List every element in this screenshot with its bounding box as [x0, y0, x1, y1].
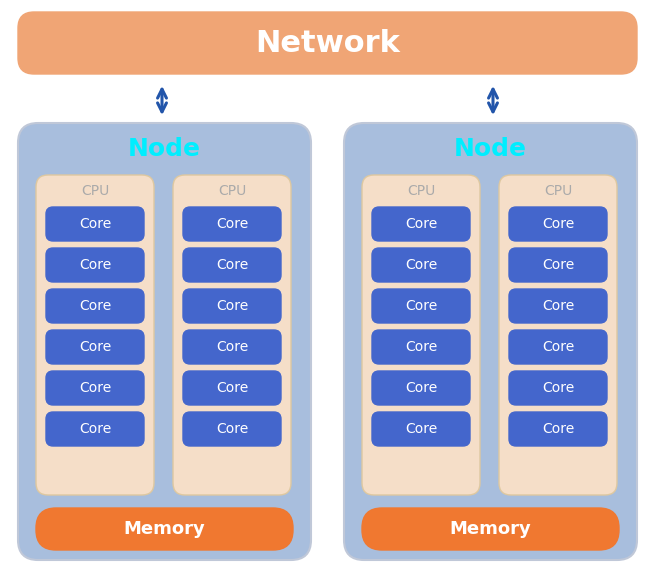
FancyBboxPatch shape: [46, 371, 144, 405]
Text: Core: Core: [79, 422, 111, 436]
FancyBboxPatch shape: [183, 371, 281, 405]
FancyBboxPatch shape: [372, 330, 470, 364]
FancyBboxPatch shape: [46, 412, 144, 446]
Text: Core: Core: [216, 299, 248, 313]
FancyBboxPatch shape: [509, 207, 607, 241]
FancyBboxPatch shape: [46, 289, 144, 323]
FancyBboxPatch shape: [509, 412, 607, 446]
Text: Core: Core: [542, 217, 574, 231]
FancyBboxPatch shape: [46, 207, 144, 241]
FancyBboxPatch shape: [344, 123, 637, 560]
Text: Network: Network: [255, 29, 400, 58]
Text: Core: Core: [405, 217, 437, 231]
FancyBboxPatch shape: [173, 175, 291, 495]
FancyBboxPatch shape: [509, 248, 607, 282]
FancyBboxPatch shape: [183, 289, 281, 323]
Text: Core: Core: [216, 258, 248, 272]
Text: CPU: CPU: [407, 184, 435, 198]
FancyBboxPatch shape: [18, 12, 637, 74]
Text: Core: Core: [216, 217, 248, 231]
FancyBboxPatch shape: [183, 207, 281, 241]
FancyBboxPatch shape: [36, 175, 154, 495]
Text: Core: Core: [405, 299, 437, 313]
FancyBboxPatch shape: [46, 330, 144, 364]
Text: Core: Core: [405, 381, 437, 395]
Text: Core: Core: [542, 299, 574, 313]
Text: Core: Core: [542, 258, 574, 272]
Text: CPU: CPU: [544, 184, 572, 198]
Text: Core: Core: [405, 422, 437, 436]
FancyBboxPatch shape: [499, 175, 617, 495]
Text: Core: Core: [405, 340, 437, 354]
Text: Core: Core: [405, 258, 437, 272]
Text: Core: Core: [79, 340, 111, 354]
FancyBboxPatch shape: [509, 371, 607, 405]
Text: Node: Node: [128, 137, 201, 161]
FancyBboxPatch shape: [183, 412, 281, 446]
FancyBboxPatch shape: [183, 248, 281, 282]
FancyBboxPatch shape: [509, 330, 607, 364]
Text: Core: Core: [216, 340, 248, 354]
FancyBboxPatch shape: [18, 123, 311, 560]
Text: Core: Core: [79, 299, 111, 313]
FancyBboxPatch shape: [372, 248, 470, 282]
FancyBboxPatch shape: [183, 330, 281, 364]
FancyBboxPatch shape: [372, 371, 470, 405]
Text: Core: Core: [79, 381, 111, 395]
FancyBboxPatch shape: [46, 248, 144, 282]
FancyBboxPatch shape: [372, 412, 470, 446]
FancyBboxPatch shape: [372, 207, 470, 241]
Text: Core: Core: [216, 381, 248, 395]
Text: Core: Core: [79, 258, 111, 272]
Text: Core: Core: [79, 217, 111, 231]
Text: CPU: CPU: [218, 184, 246, 198]
Text: Core: Core: [542, 422, 574, 436]
Text: Core: Core: [542, 340, 574, 354]
Text: Memory: Memory: [124, 520, 206, 538]
Text: Node: Node: [454, 137, 527, 161]
Text: CPU: CPU: [81, 184, 109, 198]
FancyBboxPatch shape: [36, 508, 293, 550]
FancyBboxPatch shape: [362, 508, 619, 550]
Text: Memory: Memory: [449, 520, 531, 538]
FancyBboxPatch shape: [362, 175, 480, 495]
FancyBboxPatch shape: [372, 289, 470, 323]
Text: Core: Core: [216, 422, 248, 436]
FancyBboxPatch shape: [509, 289, 607, 323]
Text: Core: Core: [542, 381, 574, 395]
